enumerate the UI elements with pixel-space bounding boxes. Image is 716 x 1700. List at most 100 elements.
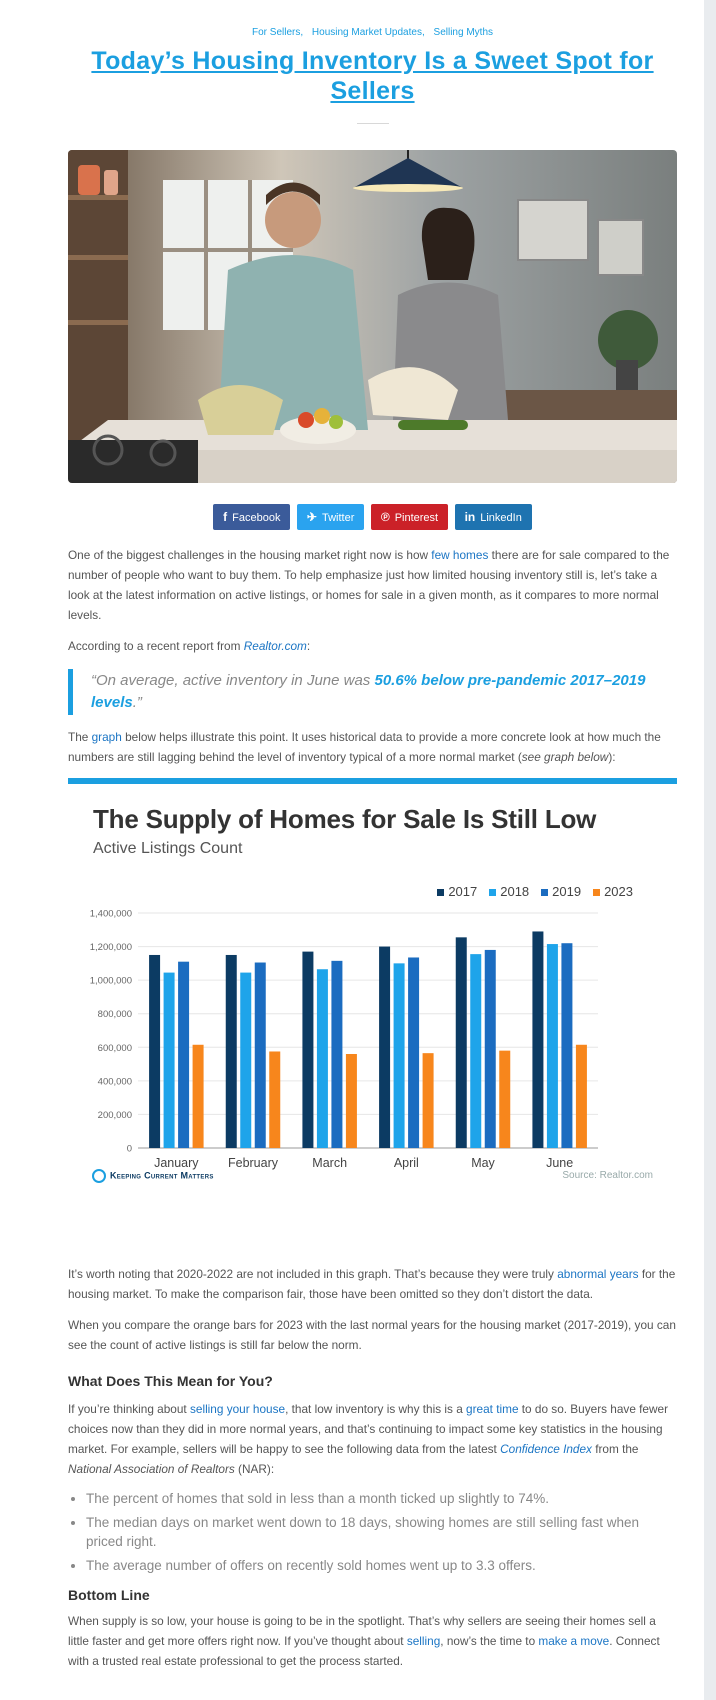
share-pinterest-button[interactable]: ℗ Pinterest	[370, 504, 449, 530]
text: ):	[608, 750, 616, 764]
category-link-selling-myths[interactable]: Selling Myths	[433, 27, 493, 38]
text: below helps illustrate this point. It us…	[68, 730, 661, 764]
share-linkedin-button[interactable]: in LinkedIn	[454, 504, 532, 530]
legend-label: 2023	[604, 884, 633, 899]
share-facebook-button[interactable]: f Facebook	[213, 504, 291, 530]
linkedin-label: LinkedIn	[480, 512, 522, 524]
chart-subtitle: Active Listings Count	[93, 840, 243, 857]
section-heading-bottom-line: Bottom Line	[68, 1587, 150, 1603]
bar-2017-march	[302, 951, 314, 1148]
quote-text: “On average, active inventory in June wa…	[91, 672, 375, 689]
stats-list: The percent of homes that sold in less t…	[68, 1489, 677, 1575]
share-twitter-button[interactable]: ✈ Twitter	[296, 504, 365, 530]
text: to do so. Buyers have fewer choices now …	[68, 1402, 669, 1456]
article-title[interactable]: Today’s Housing Inventory Is a Sweet Spo…	[91, 47, 654, 105]
legend-label: 2017	[448, 884, 478, 899]
selling-your-house-link[interactable]: selling your house	[189, 1402, 286, 1416]
text: One of the biggest challenges in the hou…	[68, 548, 432, 562]
legend-item-2018: 2018	[489, 884, 529, 899]
category-link-for-sellers[interactable]: For Sellers,	[252, 27, 304, 38]
legend-item-2017: 2017	[437, 884, 477, 899]
legend-swatch	[541, 889, 549, 896]
report-paragraph: According to a recent report from Realto…	[68, 636, 677, 656]
text: from the	[591, 1442, 639, 1456]
x-tick-label: March	[312, 1156, 347, 1170]
abnormal-years-link[interactable]: abnormal years	[557, 1267, 639, 1281]
bar-2019-may	[484, 949, 496, 1148]
x-tick-label: June	[546, 1156, 573, 1170]
bar-2023-january	[192, 1044, 204, 1148]
text: , that low inventory is why this is a	[285, 1402, 467, 1416]
y-tick-label: 400,000	[98, 1076, 132, 1087]
y-tick-label: 200,000	[98, 1110, 132, 1121]
bar-2017-april	[379, 946, 391, 1148]
text: :	[306, 639, 311, 653]
selling-link[interactable]: selling	[406, 1634, 441, 1648]
bar-2018-april	[393, 963, 405, 1148]
twitter-label: Twitter	[321, 512, 355, 524]
facebook-label: Facebook	[232, 512, 281, 524]
confidence-index-link[interactable]: Confidence Index	[500, 1442, 592, 1456]
bar-2023-february	[269, 1051, 281, 1148]
legend-label: 2018	[500, 884, 530, 899]
make-a-move-link[interactable]: make a move	[538, 1634, 610, 1648]
blockquote: “On average, active inventory in June wa…	[68, 669, 677, 715]
bar-2023-june	[575, 1044, 587, 1148]
bar-2017-february	[225, 954, 237, 1148]
bar-2018-may	[470, 954, 482, 1148]
bar-2019-june	[561, 943, 573, 1148]
list-item: The average number of offers on recently…	[86, 1556, 677, 1575]
bar-2019-february	[254, 962, 266, 1148]
bar-2017-june	[532, 931, 544, 1148]
bar-2017-may	[455, 937, 467, 1148]
bar-chart: 1,400,000 1,200,000 1,000,000 800,000 600,00…	[90, 909, 598, 1170]
legend-item-2019: 2019	[541, 884, 581, 899]
title-divider	[356, 123, 389, 124]
bar-2018-february	[240, 972, 252, 1148]
text: When supply is so low, your house is goi…	[68, 1614, 656, 1648]
facebook-icon: f	[223, 510, 228, 524]
chart-source: Source: Realtor.com	[562, 1170, 653, 1181]
graph-link[interactable]: graph	[91, 730, 122, 744]
legend-label: 2019	[552, 884, 582, 899]
bar-2023-april	[422, 1053, 434, 1148]
pinterest-label: Pinterest	[394, 512, 439, 524]
x-tick-label: April	[394, 1156, 419, 1170]
linkedin-icon: in	[464, 510, 476, 524]
great-time-link[interactable]: great time	[466, 1402, 519, 1416]
y-tick-label: 1,200,000	[90, 942, 132, 953]
y-tick-label: 800,000	[98, 1009, 132, 1020]
page-edge	[704, 0, 716, 1700]
text: for the housing market. To make the comp…	[68, 1267, 676, 1301]
list-item: The median days on market went down to 1…	[86, 1513, 677, 1551]
y-tick-label: 600,000	[98, 1043, 132, 1054]
text: The	[68, 730, 92, 744]
bar-2019-january	[178, 961, 190, 1148]
pinterest-icon: ℗	[380, 510, 390, 524]
x-tick-label: May	[471, 1156, 495, 1170]
comparison-paragraph: When you compare the orange bars for 202…	[68, 1318, 676, 1352]
text: (NAR):	[234, 1462, 275, 1476]
text: It’s worth noting that 2020-2022 are not…	[68, 1267, 558, 1281]
legend-swatch	[489, 889, 497, 896]
text-emphasis: see graph below	[521, 750, 609, 764]
quote-highlight: 50.6% below pre-pandemic 2017–2019 level…	[91, 672, 646, 711]
few-homes-link[interactable]: few homes	[431, 548, 489, 562]
text: According to a recent report from	[68, 639, 244, 653]
quote-text: .”	[132, 694, 142, 711]
category-link-housing-market-updates[interactable]: Housing Market Updates,	[311, 27, 425, 38]
kcm-brand: Keeping Current Matters	[92, 1169, 214, 1183]
category-links: For Sellers, Housing Market Updates, Sel…	[68, 27, 677, 38]
bar-2019-april	[408, 957, 420, 1148]
y-tick-label: 0	[127, 1144, 132, 1155]
meaning-paragraph: If you’re thinking about selling your ho…	[68, 1399, 677, 1479]
legend-swatch	[593, 889, 601, 896]
bar-2018-march	[316, 969, 328, 1148]
bar-2023-may	[499, 1050, 511, 1148]
share-bar: f Facebook ✈ Twitter ℗ Pinterest in LinkedIn	[68, 504, 677, 530]
chart-title: The Supply of Homes for Sale Is Still Lo…	[93, 804, 597, 834]
realtor-link[interactable]: Realtor.com	[243, 639, 307, 653]
kcm-logo-icon	[92, 1169, 106, 1183]
kcm-brand-text: Keeping Current Matters	[110, 1170, 214, 1181]
text: . Connect with a trusted real estate pro…	[68, 1634, 660, 1668]
